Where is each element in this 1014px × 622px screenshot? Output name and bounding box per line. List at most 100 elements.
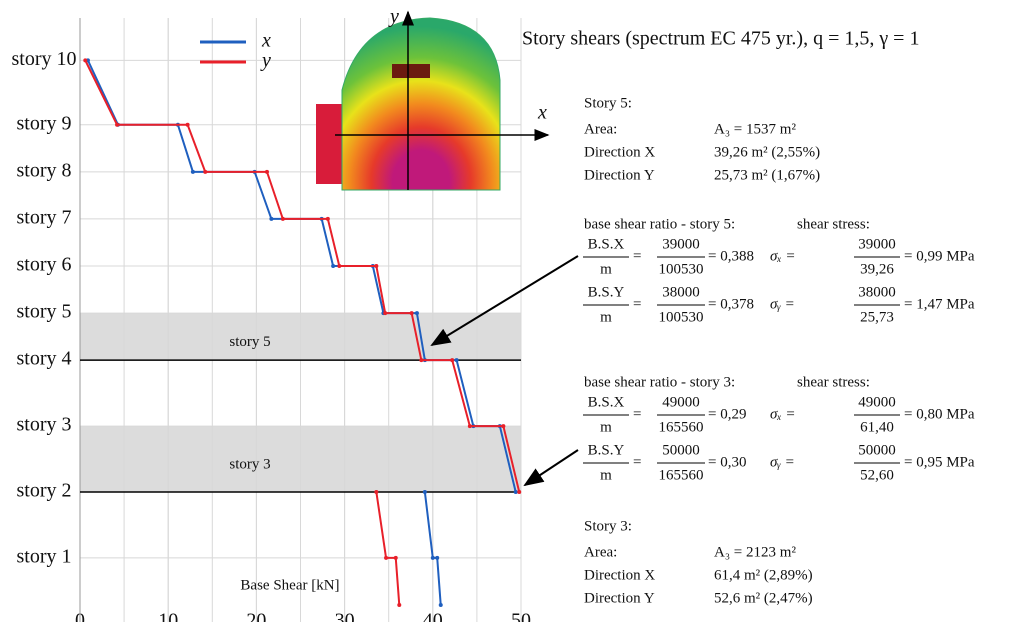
sigma: σₓ = [770, 406, 796, 422]
row-label: Direction X [584, 567, 655, 583]
numerator: 50000 [858, 442, 896, 458]
row-value: 52,6 m² (2,47%) [714, 590, 813, 606]
series-line [84, 59, 521, 493]
denominator: 165560 [659, 419, 704, 435]
point [393, 555, 398, 560]
denominator: m [600, 261, 612, 277]
model-opening [392, 64, 430, 78]
y-tick-label: story 2 [17, 480, 72, 502]
y-tick-label: story 5 [17, 301, 72, 323]
y-tick-label: story 6 [17, 254, 72, 276]
result: = 0,30 [708, 454, 746, 470]
denominator: 52,60 [860, 467, 894, 483]
legend-label: y [260, 50, 271, 72]
stress-result: = 0,95 MPa [904, 454, 975, 470]
stress-heading: shear stress: [797, 216, 870, 232]
row-value: A₃ = 1537 m² [714, 121, 796, 137]
denominator: 39,26 [860, 261, 894, 277]
numerator: B.S.Y [588, 284, 625, 300]
stress-result: = 0,80 MPa [904, 406, 975, 422]
ratio-heading: base shear ratio - story 3: [584, 374, 735, 390]
model-image: x y [316, 6, 550, 191]
point [435, 555, 440, 560]
sigma: σᵧ = [770, 454, 795, 470]
y-tick-label: story 8 [17, 159, 72, 181]
numerator: B.S.Y [588, 442, 625, 458]
block-title: Story 3: [584, 518, 632, 534]
point [409, 311, 414, 316]
stress-heading: shear stress: [797, 374, 870, 390]
point [414, 311, 419, 316]
point [419, 358, 424, 363]
point [331, 263, 336, 268]
x-tick-label: 30 [335, 610, 355, 622]
row-label: Direction X [584, 144, 655, 160]
point [454, 358, 459, 363]
point [280, 216, 285, 221]
row-value: 25,73 m² (1,67%) [714, 167, 820, 183]
point [397, 603, 402, 607]
numerator: 39000 [858, 236, 896, 252]
x-tick-label: 40 [423, 610, 443, 622]
panel-title: Story shears (spectrum EC 475 yr.), q = … [522, 28, 919, 50]
x-tick-label: 50 [511, 610, 531, 622]
equals: = [633, 406, 641, 422]
row-value: A₃ = 2123 m² [714, 544, 796, 560]
point [501, 424, 506, 429]
point [264, 169, 269, 174]
row-value: 61,4 m² (2,89%) [714, 567, 813, 583]
y-tick-label: story 7 [17, 206, 72, 228]
y-tick-label: story 9 [17, 112, 72, 134]
point [337, 263, 342, 268]
legend-label: x [261, 30, 271, 52]
numerator: 39000 [662, 236, 700, 252]
point [374, 489, 379, 494]
point [450, 358, 455, 363]
arrow [523, 449, 579, 487]
row-label: Direction Y [584, 590, 655, 606]
point [83, 58, 88, 63]
numerator: 38000 [662, 284, 700, 300]
row-label: Direction Y [584, 167, 655, 183]
y-tick-label: story 10 [12, 48, 77, 70]
panel: Story shears (spectrum EC 475 yr.), q = … [522, 28, 975, 607]
block-title: Story 5: [584, 95, 632, 111]
ratio-heading: base shear ratio - story 5: [584, 216, 735, 232]
x-axis-label: Base Shear [kN] [240, 577, 339, 593]
result: = 0,29 [708, 406, 746, 422]
result: = 0,388 [708, 248, 754, 264]
x-tick-label: 10 [158, 610, 178, 622]
point [325, 216, 330, 221]
point [374, 263, 379, 268]
point [115, 122, 120, 127]
denominator: 165560 [659, 467, 704, 483]
stress-result: = 1,47 MPa [904, 296, 975, 312]
point [430, 555, 435, 560]
result: = 0,378 [708, 296, 754, 312]
image-y-label: y [388, 6, 399, 28]
point [185, 122, 190, 127]
numerator: B.S.X [588, 394, 625, 410]
y-tick-label: story 3 [17, 414, 72, 436]
denominator: m [600, 419, 612, 435]
denominator: 100530 [659, 309, 704, 325]
point [383, 311, 388, 316]
sigma: σᵧ = [770, 296, 795, 312]
sigma: σₓ = [770, 248, 796, 264]
point [190, 169, 195, 174]
point [422, 489, 427, 494]
equals: = [633, 248, 641, 264]
row-value: 39,26 m² (2,55%) [714, 144, 820, 160]
numerator: 50000 [662, 442, 700, 458]
y-tick-label: story 4 [17, 348, 72, 370]
point [513, 489, 518, 494]
x-tick-label: 20 [246, 610, 266, 622]
denominator: 100530 [659, 261, 704, 277]
point [384, 555, 389, 560]
numerator: 38000 [858, 284, 896, 300]
span-label: story 5 [229, 334, 270, 350]
point [467, 424, 472, 429]
row-label: Area: [584, 121, 617, 137]
point [517, 489, 522, 494]
